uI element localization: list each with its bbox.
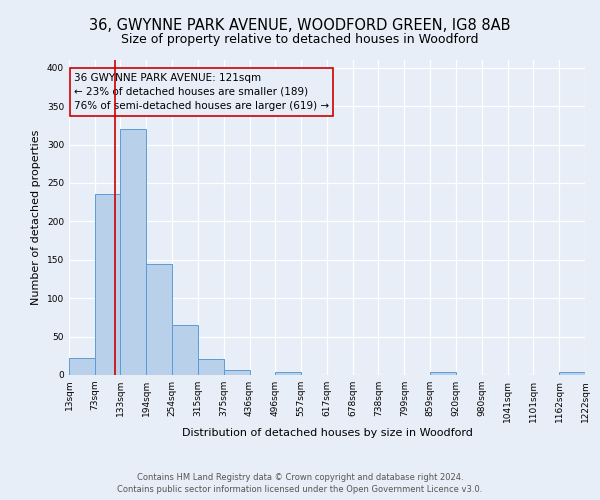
Text: 36, GWYNNE PARK AVENUE, WOODFORD GREEN, IG8 8AB: 36, GWYNNE PARK AVENUE, WOODFORD GREEN, … [89,18,511,32]
Bar [146,264,172,375]
Bar [120,129,146,375]
Bar [172,325,198,375]
Bar [198,359,224,375]
Y-axis label: Number of detached properties: Number of detached properties [31,130,41,305]
Bar [95,194,120,375]
Bar [559,372,585,375]
X-axis label: Distribution of detached houses by size in Woodford: Distribution of detached houses by size … [182,428,472,438]
Bar [224,370,250,375]
Text: Contains HM Land Registry data © Crown copyright and database right 2024.
Contai: Contains HM Land Registry data © Crown c… [118,472,482,494]
Bar [430,372,456,375]
Text: 36 GWYNNE PARK AVENUE: 121sqm
← 23% of detached houses are smaller (189)
76% of : 36 GWYNNE PARK AVENUE: 121sqm ← 23% of d… [74,72,329,112]
Bar [275,372,301,375]
Bar [69,358,95,375]
Text: Size of property relative to detached houses in Woodford: Size of property relative to detached ho… [121,32,479,46]
